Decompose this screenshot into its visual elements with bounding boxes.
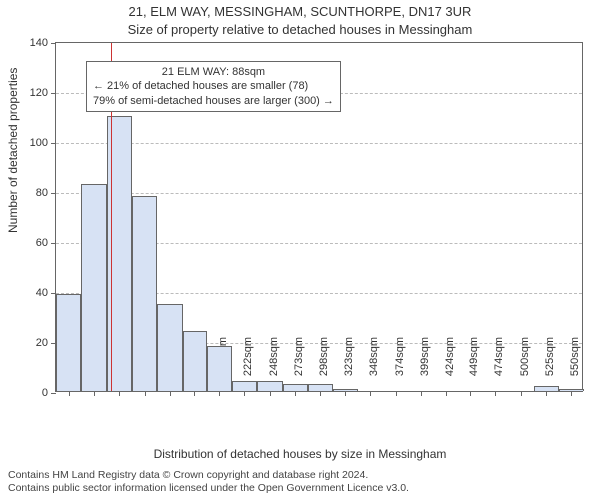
ytick-label: 60	[36, 237, 48, 249]
histogram-bar	[207, 346, 232, 391]
ytick-label: 0	[42, 387, 48, 399]
ytick	[51, 193, 56, 194]
ytick-label: 100	[30, 137, 48, 149]
xtick-label: 348sqm	[368, 337, 380, 397]
ytick-label: 20	[36, 337, 48, 349]
ytick	[51, 143, 56, 144]
footer-line-2: Contains public sector information licen…	[8, 482, 409, 496]
xtick-label: 449sqm	[468, 337, 480, 397]
xtick-label: 374sqm	[394, 337, 406, 397]
xtick-label: 474sqm	[493, 337, 505, 397]
histogram-bar	[559, 389, 584, 392]
ytick	[51, 243, 56, 244]
histogram-bar	[283, 384, 308, 392]
histogram-bar	[232, 381, 257, 391]
histogram-bar	[183, 331, 208, 391]
histogram-bar	[157, 304, 183, 392]
ytick	[51, 393, 56, 394]
chart-subtitle: Size of property relative to detached ho…	[0, 22, 600, 37]
y-axis-label: Number of detached properties	[6, 68, 20, 233]
ytick	[51, 43, 56, 44]
annotation-line: 21 ELM WAY: 88sqm	[93, 65, 334, 79]
annotation-line: 79% of semi-detached houses are larger (…	[93, 94, 334, 108]
x-axis-label: Distribution of detached houses by size …	[0, 447, 600, 461]
footer-line-1: Contains HM Land Registry data © Crown c…	[8, 469, 409, 483]
histogram-bar	[333, 389, 358, 392]
xtick-label: 399sqm	[419, 337, 431, 397]
histogram-bar	[56, 294, 81, 392]
grid-line	[56, 193, 582, 194]
chart-footer: Contains HM Land Registry data © Crown c…	[8, 469, 409, 496]
histogram-bar	[132, 196, 157, 391]
chart-title: 21, ELM WAY, MESSINGHAM, SCUNTHORPE, DN1…	[0, 4, 600, 19]
ytick-label: 120	[30, 87, 48, 99]
ytick-label: 80	[36, 187, 48, 199]
grid-line	[56, 143, 582, 144]
histogram-bar	[81, 184, 107, 392]
histogram-bar	[308, 384, 333, 392]
histogram-bar	[534, 386, 559, 391]
ytick	[51, 93, 56, 94]
xtick-label: 424sqm	[444, 337, 456, 397]
annotation-box: 21 ELM WAY: 88sqm← 21% of detached house…	[86, 61, 341, 112]
plot-area: 02040608010012014046sqm71sqm96sqm122sqm1…	[55, 42, 583, 392]
ytick-label: 140	[30, 37, 48, 49]
histogram-bar	[257, 381, 283, 391]
ytick-label: 40	[36, 287, 48, 299]
xtick-label: 500sqm	[519, 337, 531, 397]
annotation-line: ← 21% of detached houses are smaller (78…	[93, 79, 334, 93]
